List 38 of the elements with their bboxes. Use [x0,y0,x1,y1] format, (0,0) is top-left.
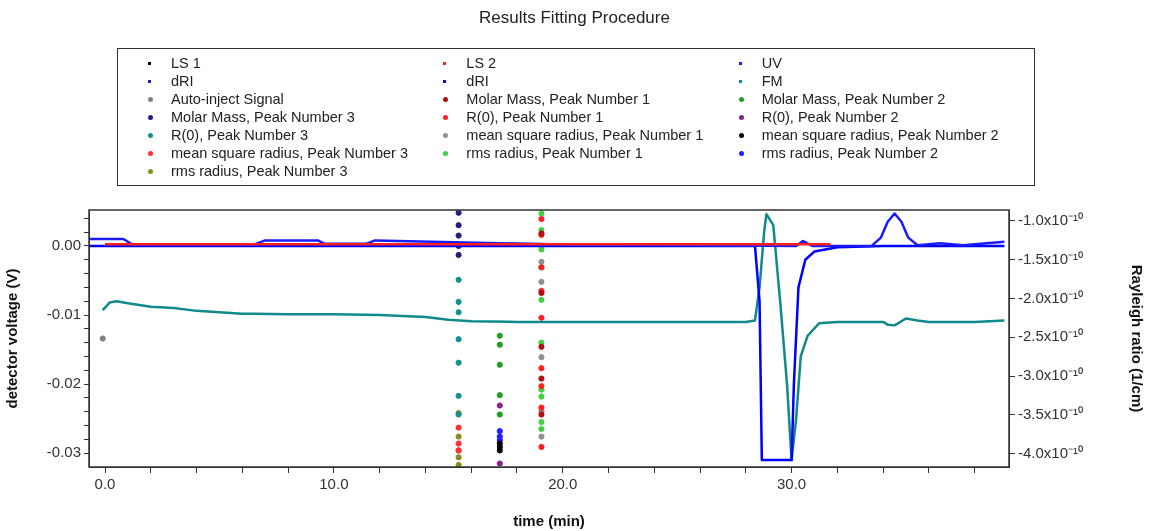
y2-tick-label: -4.0x10⁻¹⁰ [1018,443,1084,461]
legend-label: mean square radius, Peak Number 1 [466,127,704,143]
chart-title: Results Fitting Procedure [478,8,671,28]
legend-label: Auto-inject Signal [171,91,284,107]
y-tick-label: -0.03 [46,443,81,461]
legend-label: dRI [171,73,194,89]
y2-tick-label: -1.0x10⁻¹⁰ [1018,211,1084,229]
legend-label: LS 1 [171,55,201,71]
legend-label: R(0), Peak Number 1 [466,109,604,125]
legend-label: mean square radius, Peak Number 2 [761,127,999,143]
y2-axis-title: Rayleigh ratio (1/cm) [1128,264,1146,413]
x-tick-label: 0.0 [94,475,116,493]
y-axis-title: detector voltage (V) [3,268,21,409]
legend-label: UV [761,55,782,71]
x-tick-label: 30.0 [776,475,807,493]
y-tick-label: -0.02 [46,374,81,392]
legend-label: LS 2 [466,55,497,71]
legend-label: R(0), Peak Number 2 [761,109,899,125]
y2-tick-label: -2.5x10⁻¹⁰ [1018,327,1084,345]
legend-label: rms radius, Peak Number 1 [466,145,643,161]
x-axis-title: time (min) [513,512,585,530]
legend-label: dRI [466,73,489,89]
legend-label: mean square radius, Peak Number 3 [171,145,408,161]
x-tick-label: 10.0 [319,475,349,493]
y2-tick-label: -3.0x10⁻¹⁰ [1018,366,1084,384]
y2-tick-label: -3.5x10⁻¹⁰ [1018,405,1084,423]
legend-label: Molar Mass, Peak Number 2 [761,91,946,107]
y-tick-label: -0.01 [46,305,81,323]
legend-label: Molar Mass, Peak Number 1 [466,91,651,107]
y-tick-label: 0.00 [51,236,81,254]
legend-label: R(0), Peak Number 3 [171,127,308,143]
y2-tick-label: -1.5x10⁻¹⁰ [1018,249,1084,267]
legend-label: Molar Mass, Peak Number 3 [171,109,355,125]
x-tick-label: 20.0 [548,475,578,493]
legend-label: FM [761,73,783,89]
y2-tick-label: -2.0x10⁻¹⁰ [1018,288,1084,306]
legend-label: rms radius, Peak Number 2 [761,145,939,161]
legend-label: rms radius, Peak Number 3 [171,163,348,179]
